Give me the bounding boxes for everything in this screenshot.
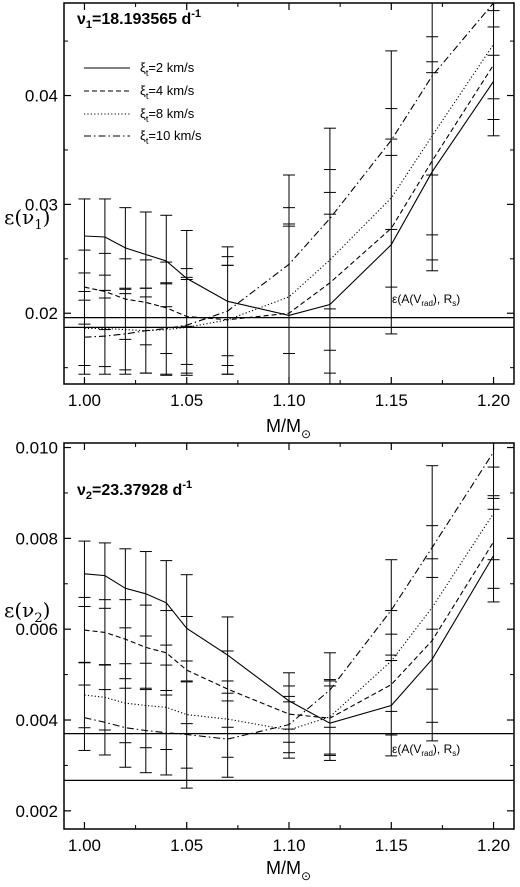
x-tick-label: 1.05 xyxy=(170,836,203,855)
series-line-dotted xyxy=(84,44,494,332)
legend: ξt=2 km/s ξt=4 km/s ξt=8 km/s ξt=10 km/s xyxy=(84,60,202,146)
series-line-dashed xyxy=(84,541,494,719)
series-line-dashdot xyxy=(84,2,494,338)
series-line-solid xyxy=(84,81,494,316)
y-tick-label: 0.02 xyxy=(25,304,58,323)
y-tick-label: 0.04 xyxy=(25,87,58,106)
x-tick-label: 1.20 xyxy=(477,391,510,410)
x-tick-label: 1.00 xyxy=(68,391,101,410)
x-tick-labels: 1.00 1.05 1.10 1.15 1.20 xyxy=(68,391,510,410)
x-tick-labels: 1.00 1.05 1.10 1.15 1.20 xyxy=(68,836,510,855)
reference-annotation: ε(A(Vrad), Rs) xyxy=(392,292,460,308)
y-axis-title: ε(ν1) xyxy=(4,205,50,233)
panel-title: ν1=18.193565 d-1 xyxy=(77,8,201,31)
y-tick-label: 0.002 xyxy=(15,802,58,821)
series-line-dashed xyxy=(84,64,494,321)
legend-label: ξt=8 km/s xyxy=(140,106,195,124)
y-tick-label: 0.008 xyxy=(15,529,58,548)
x-axis-title: M/M⊙ xyxy=(266,416,311,441)
series-line-solid xyxy=(84,555,494,724)
x-tick-label: 1.10 xyxy=(272,391,305,410)
panel-title: ν2=23.37928 d-1 xyxy=(77,479,192,502)
x-tick-label: 1.10 xyxy=(272,836,305,855)
series-line-dotted xyxy=(84,513,494,731)
y-tick-labels: 0.002 0.004 0.006 0.008 0.010 xyxy=(15,439,58,821)
error-bars xyxy=(78,3,500,384)
error-bars xyxy=(78,443,500,789)
x-tick-label: 1.05 xyxy=(170,391,203,410)
x-tick-label: 1.00 xyxy=(68,836,101,855)
reference-annotation: ε(A(Vrad), Rs) xyxy=(392,742,460,758)
y-axis-title: ε(ν2) xyxy=(4,598,50,626)
y-tick-label: 0.006 xyxy=(15,620,58,639)
x-tick-label: 1.20 xyxy=(477,836,510,855)
x-axis-title: M/M⊙ xyxy=(266,858,311,883)
legend-label: ξt=4 km/s xyxy=(140,83,195,101)
y-tick-label: 0.004 xyxy=(15,711,58,730)
x-tick-label: 1.15 xyxy=(375,391,408,410)
legend-label: ξt=2 km/s xyxy=(140,60,195,78)
legend-label: ξt=10 km/s xyxy=(140,128,202,146)
y-tick-label: 0.010 xyxy=(15,439,58,458)
series-lines xyxy=(84,2,494,338)
panel-1: 1.00 1.05 1.10 1.15 1.20 0.02 0.03 0.04 ν1=18.… xyxy=(4,2,515,441)
x-tick-label: 1.15 xyxy=(375,836,408,855)
y-tick-labels: 0.02 0.03 0.04 xyxy=(25,87,58,324)
panel-2: 1.00 1.05 1.10 1.15 1.20 0.0020.0040.0060.00… xyxy=(4,439,515,883)
y-tick-label: 0.03 xyxy=(25,195,58,214)
series-lines xyxy=(84,451,494,740)
